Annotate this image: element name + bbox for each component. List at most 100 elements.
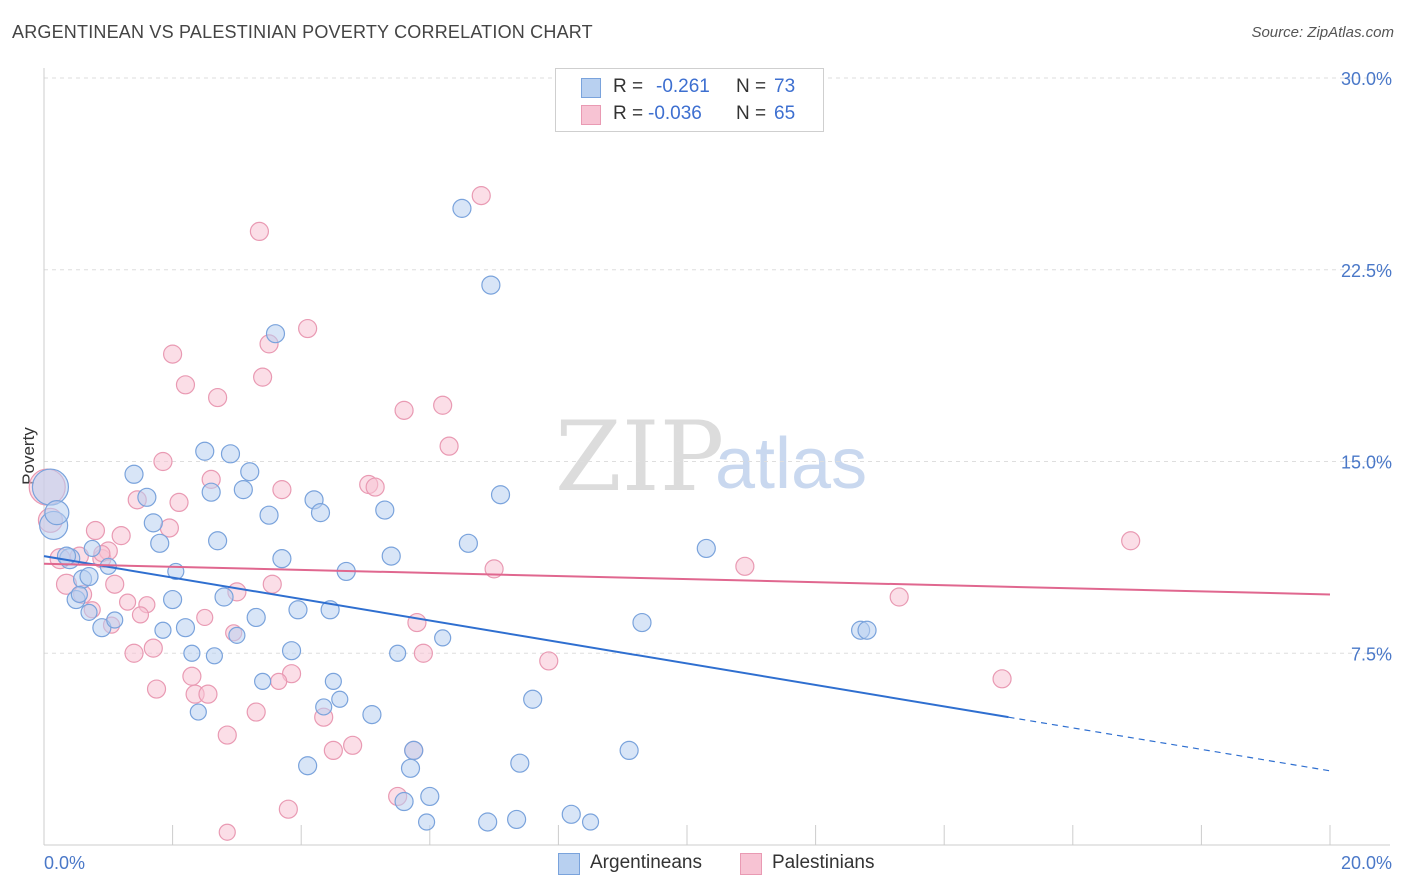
argentinean-point: [404, 740, 424, 761]
argentinean-point: [561, 804, 581, 824]
argentinean-point: [56, 546, 77, 566]
argentinean-point: [70, 585, 88, 604]
palestinian-point: [272, 480, 292, 500]
legend-r-value: -0.036: [648, 103, 702, 124]
argentinean-point: [458, 533, 478, 553]
palestinian-point: [539, 651, 559, 671]
argentinean-point: [298, 756, 318, 776]
correlation-legend: R = -0.261 N = 73 R = -0.036 N = 65: [555, 68, 824, 132]
argentinean-point: [259, 505, 279, 525]
argentinean-point: [233, 480, 253, 500]
palestinian-point: [413, 643, 433, 663]
argentinean-point: [281, 641, 302, 661]
argentinean-point: [507, 809, 527, 830]
chart-title: ARGENTINEAN VS PALESTINIAN POVERTY CORRE…: [12, 22, 593, 42]
argentinean-point: [315, 698, 333, 716]
argentinean-point: [288, 600, 308, 620]
argentinean-point: [154, 621, 172, 639]
palestinian-point: [278, 799, 298, 819]
palestinian-point: [131, 606, 150, 624]
argentinean-point: [124, 464, 144, 484]
palestinian-point: [105, 574, 125, 594]
argentinean-point: [400, 758, 421, 778]
x-tick-labels: 0.0% 20.0%: [44, 853, 1392, 873]
argentineans-trend-line: [43, 555, 1009, 719]
watermark-atlas: atlas: [715, 424, 867, 504]
y-tick-label: 30.0%: [1341, 69, 1392, 89]
palestinian-point: [992, 669, 1012, 689]
palestinian-point: [169, 492, 189, 513]
argentinean-point: [490, 485, 511, 505]
watermark-zip: ZIP: [555, 401, 724, 513]
argentinean-point: [189, 703, 207, 721]
palestinian-point: [407, 612, 427, 633]
argentinean-point: [696, 538, 716, 559]
argentinean-point: [205, 647, 223, 665]
argentinean-point: [581, 813, 600, 831]
palestinian-point: [118, 593, 137, 611]
palestinian-point: [471, 186, 491, 206]
argentinean-point: [331, 690, 349, 708]
palestinian-point: [365, 477, 385, 497]
argentinean-point: [632, 612, 652, 633]
argentinean-point: [394, 791, 414, 812]
y-tick-label: 15.0%: [1341, 453, 1392, 473]
argentinean-point: [220, 444, 241, 464]
legend-r-label: R =: [613, 76, 644, 97]
legend-n-label: N =: [736, 103, 767, 124]
palestinian-point: [218, 823, 236, 841]
legend-row-palestinians: R = -0.036 N = 65: [556, 101, 823, 127]
argentinean-point: [362, 705, 382, 725]
bottom-legend-swatch-pink: [740, 853, 762, 875]
argentinean-point: [106, 611, 124, 629]
legend-swatch-pink: [581, 105, 601, 125]
argentinean-point: [310, 503, 331, 523]
argentinean-point: [375, 500, 395, 520]
palestinian-point: [343, 735, 363, 755]
palestinian-point: [298, 318, 318, 339]
palestinian-point: [253, 367, 273, 387]
argentinean-point: [417, 813, 436, 831]
grid: [44, 77, 1390, 654]
argentinean-point: [240, 462, 260, 482]
palestinian-point: [262, 574, 282, 594]
legend-n-value: 73: [774, 76, 796, 97]
palestinian-point: [735, 556, 755, 576]
palestinian-point: [439, 436, 459, 456]
palestinian-point: [433, 395, 453, 415]
legend-n-label: N =: [736, 76, 767, 97]
palestinian-point: [323, 740, 343, 761]
palestinians-trend-line: [43, 562, 1331, 596]
argentinean-point: [381, 546, 401, 566]
palestinian-point: [208, 387, 228, 408]
argentinean-point: [478, 812, 498, 832]
bottom-legend-swatch-blue: [558, 853, 580, 875]
palestinian-point: [394, 400, 414, 420]
axes: [43, 68, 1390, 846]
argentinean-point: [324, 672, 342, 690]
argentineans-points: [31, 198, 877, 832]
x-tick-label: 20.0%: [1341, 853, 1392, 873]
argentinean-point: [510, 753, 530, 773]
palestinian-point: [111, 526, 131, 546]
palestinian-point: [182, 666, 202, 686]
argentinean-point: [79, 566, 99, 587]
palestinian-point: [159, 518, 179, 538]
argentinean-point: [201, 482, 221, 502]
argentinean-point: [163, 589, 183, 610]
palestinian-point: [246, 702, 266, 722]
argentinean-point: [208, 531, 228, 551]
palestinian-point: [124, 643, 144, 663]
bottom-legend-label: Palestinians: [772, 852, 875, 873]
chart-source: Source: ZipAtlas.com: [1251, 24, 1394, 41]
argentinean-point: [434, 629, 452, 647]
argentinean-point: [150, 533, 170, 553]
legend-r-value: -0.261: [656, 76, 710, 97]
argentinean-point: [246, 607, 266, 628]
trend-lines: [43, 555, 1331, 772]
argentinean-point: [214, 587, 234, 607]
argentinean-point: [143, 513, 163, 533]
palestinian-point: [196, 608, 214, 627]
argentinean-point: [83, 539, 101, 558]
